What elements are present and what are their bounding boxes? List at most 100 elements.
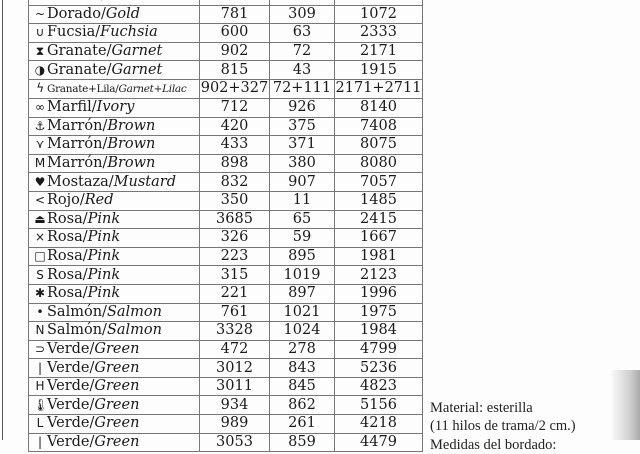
brand-a-code: 781 xyxy=(199,4,270,25)
table-row: ⏏Rosa/Pink 3685 65 2415 xyxy=(28,209,423,230)
color-name-en: Brown xyxy=(107,136,156,153)
color-name-es: Verde xyxy=(47,433,90,450)
table-row: × Rosa/Pink 326 59 1667 xyxy=(28,228,423,248)
brand-b-code: 59 xyxy=(269,228,335,248)
brand-a-code: 472 xyxy=(199,339,270,360)
color-name-es: Salmón xyxy=(47,303,103,320)
chart-symbol-icon: × xyxy=(34,230,46,245)
threads-note: (11 hilos de trama/2 cm.) xyxy=(430,418,576,434)
brand-b-code: 11 xyxy=(269,190,335,211)
brand-c-code: 8080 xyxy=(334,153,423,174)
chart-symbol-icon: 🌡 xyxy=(33,397,49,412)
chart-symbol-icon: ⏏ xyxy=(34,211,46,226)
color-name-en: Garnet xyxy=(111,43,163,60)
brand-c-code: 4823 xyxy=(334,376,423,397)
brand-a-code: 989 xyxy=(199,414,270,434)
color-name-es: Dorado xyxy=(47,0,101,3)
color-name-es: Salmón xyxy=(47,322,103,339)
color-name-es: Verde xyxy=(47,396,90,413)
brand-a-code: 898 xyxy=(199,153,270,174)
brand-a-code: 832 xyxy=(199,172,270,192)
chart-symbol-icon: L xyxy=(36,416,44,431)
table-row: N Salmón/Salmon 3328 1024 1984 xyxy=(28,321,423,341)
brand-c-code: 1981 xyxy=(334,246,423,267)
brand-c-code: 4799 xyxy=(334,339,423,360)
brand-b-code: 843 xyxy=(269,358,335,378)
chart-symbol-icon: M xyxy=(34,156,46,171)
color-name-en: Pink xyxy=(87,266,121,283)
chart-symbol-icon: H xyxy=(35,379,45,394)
chart-symbol-icon: ∪ xyxy=(35,25,45,40)
brand-a-code: 420 xyxy=(199,116,270,137)
brand-b-code: 895 xyxy=(269,246,335,267)
chart-symbol-icon: • xyxy=(36,304,44,319)
brand-c-code: 2333 xyxy=(334,23,423,43)
brand-c-code: 2415 xyxy=(334,209,423,230)
brand-c-code: 8140 xyxy=(334,97,423,118)
table-row: | Verde/Green 3053 859 4479 xyxy=(28,432,423,453)
table-row: ♥ Mostaza/Mustard 832 907 7057 xyxy=(28,172,423,192)
color-name-en: Brown xyxy=(107,117,156,134)
color-name-es: Fucsia xyxy=(47,24,96,41)
table-row: M Marrón/Brown 898 380 8080 xyxy=(28,153,423,174)
brand-b-code: 375 xyxy=(269,116,335,137)
color-name-cell: ⚓ Marrón/Brown xyxy=(28,116,200,137)
brand-a-code: 3011 xyxy=(199,376,270,397)
brand-b-code: 43 xyxy=(269,60,335,80)
brand-c-code: 2123 xyxy=(334,265,423,285)
color-name-es: Verde xyxy=(47,340,90,357)
table-row: • Salmón/Salmon 761 1021 1975 xyxy=(28,302,423,323)
brand-c-code: 7057 xyxy=(334,172,423,192)
table-row: □Rosa/Pink 223 895 1981 xyxy=(28,246,423,267)
chart-symbol-icon: ⧗ xyxy=(35,44,45,59)
chart-symbol-icon: S xyxy=(36,267,44,282)
table-row: | Verde/Green 3012 843 5236 xyxy=(28,358,423,378)
brand-a-code: 350 xyxy=(199,190,270,211)
color-name-cell: N Salmón/Salmon xyxy=(28,321,200,341)
color-name-en: Fuchsia xyxy=(100,24,158,41)
table-row: ⋎ Marrón/Brown 433 371 8075 xyxy=(28,135,423,155)
brand-b-code: 897 xyxy=(269,283,335,304)
brand-a-code: 3685 xyxy=(199,209,270,230)
brand-c-code: 1915 xyxy=(334,60,423,80)
table-row: < Rojo/Red 350 11 1485 xyxy=(28,190,423,211)
color-name-en: Garnet xyxy=(111,61,163,78)
brand-c-code: 2171+2711 xyxy=(334,78,423,99)
color-name-cell: ✱ Rosa/Pink xyxy=(28,283,200,304)
brand-c-code: 5156 xyxy=(334,395,423,416)
brand-c-code: 4218 xyxy=(334,414,423,434)
table-row: ◑ Granate/Garnet 815 43 1915 xyxy=(28,60,423,80)
brand-b-code: 380 xyxy=(269,153,335,174)
material-note: Material: esterilla xyxy=(430,400,533,416)
color-name-en: Green xyxy=(94,378,140,395)
brand-c-code: 2171 xyxy=(334,41,423,62)
color-name-es: Verde xyxy=(47,415,90,432)
table-row: S Rosa/Pink 315 1019 2123 xyxy=(28,265,423,285)
color-name-en: Garnet+Lilac xyxy=(118,82,187,95)
chart-symbol-icon: | xyxy=(37,434,43,449)
brand-b-code: 63 xyxy=(269,23,335,43)
color-name-cell: ∪ Fucsia/Fuchsia xyxy=(28,23,200,43)
brand-a-code: 433 xyxy=(199,135,270,155)
chart-symbol-icon: ϟ xyxy=(36,80,44,95)
brand-a-code: 223 xyxy=(199,246,270,267)
color-name-en: Pink xyxy=(87,285,121,302)
table-row: ⧗ Granate/Garnet 902 72 2171 xyxy=(28,41,423,62)
color-name-en: Green xyxy=(94,433,140,450)
brand-c-code: 8075 xyxy=(334,135,423,155)
brand-b-code: 309 xyxy=(269,4,335,25)
thread-color-table: Dorado/Gold~Dorado/Gold7813091072∪Fucsia… xyxy=(28,0,423,453)
color-name-en: Ivory xyxy=(96,99,135,116)
table-row: ~ Dorado/Gold 781 309 1072 xyxy=(28,4,423,25)
color-name-es: Marrón xyxy=(47,136,103,153)
color-name-en: Mustard xyxy=(113,173,176,190)
table-row: ∞ Marfil/Ivory 712 926 8140 xyxy=(28,97,423,118)
chart-symbol-icon: ◑ xyxy=(34,62,46,77)
color-name-en: Salmon xyxy=(106,322,162,339)
page-shadow xyxy=(610,370,640,440)
color-name-es: Mostaza xyxy=(47,173,109,190)
brand-b-code: 1021 xyxy=(269,302,335,323)
brand-c-code: 1667 xyxy=(334,228,423,248)
color-name-en: Pink xyxy=(87,210,121,227)
color-name-es: Verde xyxy=(47,359,90,376)
